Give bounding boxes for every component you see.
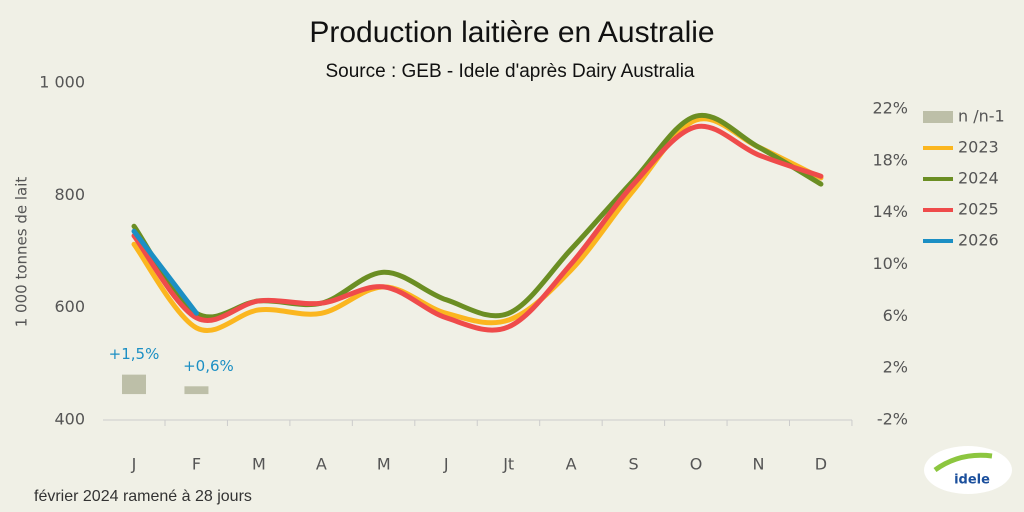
logo: idele — [924, 446, 1012, 494]
y-axis-label: 1 000 tonnes de lait — [13, 177, 31, 328]
x-tick-label: A — [316, 455, 327, 474]
bar — [184, 386, 209, 395]
legend-label: 2023 — [958, 138, 999, 157]
x-tick-label: D — [815, 455, 827, 474]
x-tick-label: M — [252, 455, 266, 474]
x-tick-label: J — [131, 455, 137, 474]
data-label: +0,6% — [183, 357, 234, 375]
x-tick-label: A — [566, 455, 577, 474]
y2-tick-label: 2% — [883, 358, 908, 377]
y2-tick-label: -2% — [877, 410, 908, 429]
chart-title: Production laitière en Australie — [309, 16, 714, 49]
x-tick-label: S — [629, 455, 639, 474]
chart-subtitle: Source : GEB - Idele d'après Dairy Austr… — [325, 61, 694, 82]
legend-label: 2024 — [958, 169, 999, 188]
y2-tick-label: 10% — [872, 254, 908, 273]
y-tick-label: 400 — [54, 410, 85, 429]
legend-label: 2025 — [958, 200, 999, 219]
series-line — [131, 112, 824, 320]
y-tick-label: 1 000 — [39, 73, 85, 92]
y2-tick-label: 6% — [883, 306, 908, 325]
data-label: +1,5% — [109, 345, 160, 363]
x-tick-label: M — [377, 455, 391, 474]
y-tick-label: 600 — [54, 297, 85, 316]
x-tick-label: O — [690, 455, 703, 474]
series-line — [131, 228, 199, 316]
legend-label: n /n-1 — [958, 107, 1005, 126]
series-line — [131, 116, 824, 333]
legend-label: 2026 — [958, 231, 999, 250]
bar — [122, 374, 146, 395]
y-tick-label: 800 — [54, 185, 85, 204]
x-tick-label: Jt — [502, 455, 514, 474]
y2-tick-label: 22% — [872, 98, 908, 117]
y2-tick-label: 14% — [872, 202, 908, 221]
footnote: février 2024 ramené à 28 jours — [34, 488, 252, 505]
series-line — [131, 123, 824, 333]
y2-tick-label: 18% — [872, 150, 908, 169]
logo-text: idele — [954, 473, 990, 488]
x-tick-label: N — [753, 455, 765, 474]
logo-swoosh — [933, 452, 993, 473]
x-tick-label: F — [192, 455, 201, 474]
x-tick-label: J — [443, 455, 449, 474]
legend-swatch — [923, 111, 953, 123]
